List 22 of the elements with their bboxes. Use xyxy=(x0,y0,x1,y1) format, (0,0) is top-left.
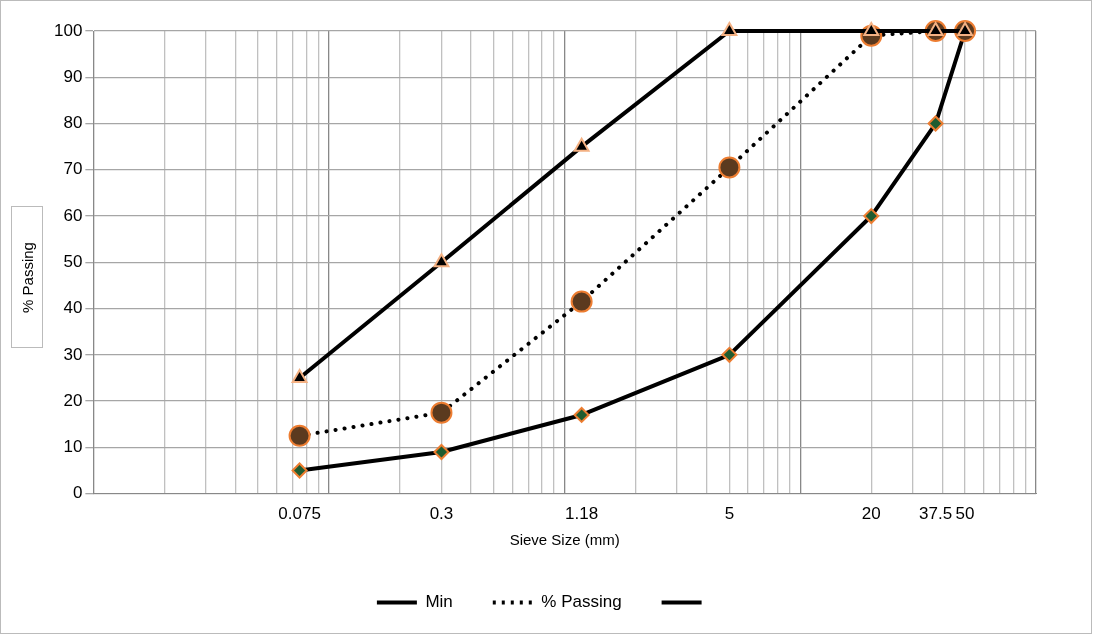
x-tick-label: 5 xyxy=(724,504,735,524)
y-tick-label: 40 xyxy=(63,298,83,318)
legend-label: % Passing xyxy=(541,592,622,612)
x-tick-label: 1.18 xyxy=(565,504,599,524)
y-axis-title: % Passing xyxy=(18,241,36,313)
y-tick-label: 70 xyxy=(63,159,83,179)
x-tick-label: 37.5 xyxy=(919,504,953,524)
x-tick-label: 0.075 xyxy=(278,504,321,524)
y-tick-label: 0 xyxy=(72,483,83,503)
y-tick-label: 60 xyxy=(63,205,83,225)
x-tick-label: 50 xyxy=(955,504,975,524)
y-tick-label: 50 xyxy=(63,251,83,271)
y-tick-label: 80 xyxy=(63,113,83,133)
y-tick-label: 90 xyxy=(63,66,83,86)
x-axis-title: Sieve Size (mm) xyxy=(509,531,620,549)
y-tick-label: 30 xyxy=(63,344,83,364)
y-tick-label: 10 xyxy=(63,437,83,457)
y-tick-label: 20 xyxy=(63,390,83,410)
y-tick-label: 100 xyxy=(53,20,83,40)
x-tick-label: 0.3 xyxy=(429,504,454,524)
legend-label: Min xyxy=(425,592,453,612)
x-tick-label: 20 xyxy=(861,504,881,524)
